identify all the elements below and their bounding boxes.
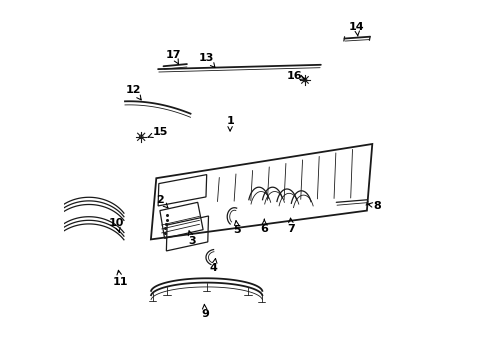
Text: 2: 2 xyxy=(156,195,168,208)
Text: 5: 5 xyxy=(233,221,241,235)
Text: 10: 10 xyxy=(109,218,124,233)
Text: 9: 9 xyxy=(201,304,208,319)
Text: 3: 3 xyxy=(188,231,196,246)
Text: 17: 17 xyxy=(165,50,181,64)
Text: 14: 14 xyxy=(348,22,364,36)
Text: 12: 12 xyxy=(125,85,141,100)
Text: 15: 15 xyxy=(148,127,167,138)
Text: 13: 13 xyxy=(199,53,215,68)
Text: 16: 16 xyxy=(286,71,305,81)
Text: 4: 4 xyxy=(209,258,217,273)
Text: 7: 7 xyxy=(287,218,295,234)
Text: 11: 11 xyxy=(112,270,128,287)
Text: 1: 1 xyxy=(226,116,233,131)
Text: 8: 8 xyxy=(367,201,381,211)
Text: 6: 6 xyxy=(260,219,268,234)
